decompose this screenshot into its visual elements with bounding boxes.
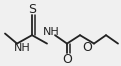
Text: NH: NH	[14, 43, 30, 53]
Text: O: O	[62, 53, 72, 66]
Text: O: O	[82, 41, 92, 54]
Text: S: S	[28, 3, 36, 16]
Text: NH: NH	[43, 27, 59, 37]
